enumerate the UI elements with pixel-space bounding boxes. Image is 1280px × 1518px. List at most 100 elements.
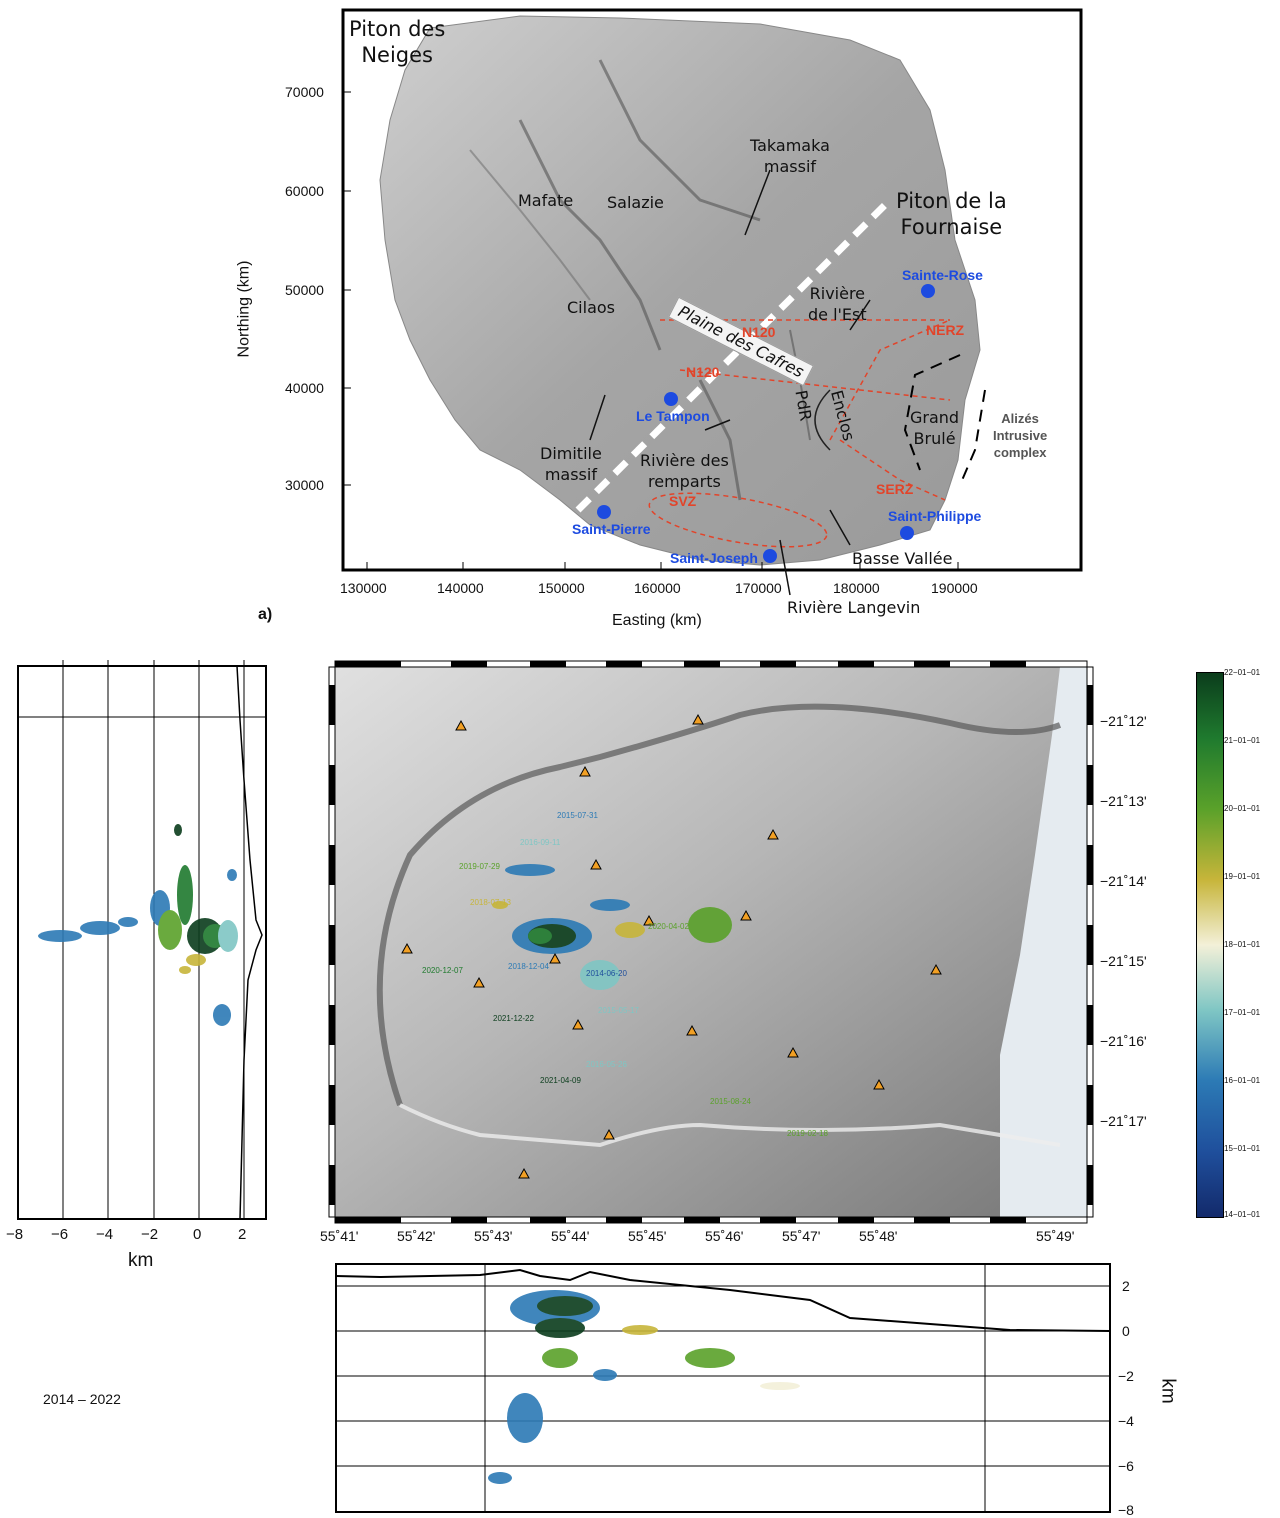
colorbar xyxy=(1196,672,1224,1218)
left-section-xtick: −2 xyxy=(141,1226,159,1243)
alizes-label: Alizés Intrusive complex xyxy=(993,411,1048,460)
eruption-date-label: 2021-12-22 xyxy=(493,1014,534,1023)
seismicity-map: 2015-07-31 2016-09-11 2019-07-29 2018-07… xyxy=(300,655,1130,1255)
eruption-date-label: 2018-12-04 xyxy=(508,962,549,971)
riviere-de-lest-label: Rivière de l'Est xyxy=(808,284,867,324)
rift-n120-label: N120 xyxy=(742,324,776,340)
piton-des-neiges-label: Piton des Neiges xyxy=(349,17,446,67)
left-section-xtick: −6 xyxy=(51,1226,69,1243)
eruption-date-label: 2016-05-26 xyxy=(586,1060,627,1069)
basse-vallee-label: Basse Vallée xyxy=(852,549,953,568)
riviere-des-remparts-label: Rivière des remparts xyxy=(640,451,729,491)
colorbar-tick: 14−01−01 xyxy=(1224,1210,1261,1219)
bottom-section-ytick: −4 xyxy=(1118,1413,1134,1429)
period-label: 2014 – 2022 xyxy=(43,1391,121,1407)
colorbar-tick: 16−01−01 xyxy=(1224,1076,1261,1085)
colorbar-tick: 18−01−01 xyxy=(1224,940,1261,949)
bottom-section-ytick: 2 xyxy=(1122,1278,1130,1294)
map-a-xtick: 170000 xyxy=(735,580,782,596)
bottom-section-ytick: −8 xyxy=(1118,1502,1134,1518)
le-tampon-label: Le Tampon xyxy=(636,408,710,424)
map-b-ytick: −21˚16' xyxy=(1100,1033,1147,1049)
map-b-xtick: 55˚41' xyxy=(320,1228,359,1244)
left-section-xtick: −8 xyxy=(6,1226,24,1243)
left-section-xtick: −4 xyxy=(96,1226,114,1243)
saint-pierre-label: Saint-Pierre xyxy=(572,521,651,537)
map-b-xtick: 55˚42' xyxy=(397,1228,436,1244)
map-a-ytick: 60000 xyxy=(285,183,324,199)
colorbar-tick: 22−01−01 xyxy=(1224,668,1261,677)
map-b-xtick: 55˚49' xyxy=(1036,1228,1075,1244)
map-a-xtick: 190000 xyxy=(931,580,978,596)
left-section-canvas xyxy=(17,660,267,1220)
map-a-xtick: 150000 xyxy=(538,580,585,596)
map-b-ytick: −21˚17' xyxy=(1100,1113,1147,1129)
map-a-xlabel: Easting (km) xyxy=(612,612,702,629)
colorbar-tick: 19−01−01 xyxy=(1224,872,1261,881)
left-section-xlabel: km xyxy=(128,1250,154,1271)
left-section-xtick: 0 xyxy=(193,1226,202,1243)
piton-de-la-fournaise-label: Piton de la Fournaise xyxy=(896,189,1007,239)
eruption-date-label: 2015-08-24 xyxy=(710,1097,751,1106)
colorbar-tick: 17−01−01 xyxy=(1224,1008,1261,1017)
salazie-label: Salazie xyxy=(607,193,664,212)
left-section-xtick: 2 xyxy=(238,1226,247,1243)
eruption-date-label: 2020-12-07 xyxy=(422,966,463,975)
eruption-date-label: 2020-04-02 xyxy=(648,922,689,931)
left-cross-section: −8 −6 −4 −2 0 2 km xyxy=(0,660,290,1280)
bottom-section-canvas xyxy=(335,1263,1111,1513)
rift-serz-label: SERZ xyxy=(876,481,914,497)
map-a-canvas xyxy=(341,8,1083,596)
map-a-xtick: 130000 xyxy=(340,580,387,596)
map-b-ytick: −21˚15' xyxy=(1100,953,1147,969)
cilaos-label: Cilaos xyxy=(567,298,615,317)
map-a-xtick: 140000 xyxy=(437,580,484,596)
riviere-langevin-label: Rivière Langevin xyxy=(787,598,921,617)
eruption-date-label: 2015-05-17 xyxy=(598,1006,639,1015)
bottom-section-ylabel: km xyxy=(1157,1378,1179,1404)
saint-philippe-marker xyxy=(900,526,914,540)
bottom-section-ytick: 0 xyxy=(1122,1323,1130,1339)
map-a-ylabel: Northing (km) xyxy=(235,260,253,358)
map-b-ytick: −21˚12' xyxy=(1100,713,1147,729)
map-b-ytick: −21˚14' xyxy=(1100,873,1147,889)
grand-brule-label: Grand Brulé xyxy=(910,408,960,448)
map-a-ytick: 50000 xyxy=(285,282,324,298)
sainte-rose-label: Sainte-Rose xyxy=(902,267,983,283)
rift-n120-label: N120 xyxy=(686,364,720,380)
reunion-island-shape xyxy=(379,15,981,566)
map-a-xtick: 160000 xyxy=(634,580,681,596)
eruption-date-label: 2018-07-13 xyxy=(470,898,511,907)
saint-joseph-label: Saint-Joseph xyxy=(670,550,758,566)
saint-pierre-marker xyxy=(597,505,611,519)
colorbar-tick: 20−01−01 xyxy=(1224,804,1261,813)
map-a-panel: 70000 60000 50000 40000 30000 130000 140… xyxy=(0,0,1280,640)
map-a-ytick: 30000 xyxy=(285,477,324,493)
sainte-rose-marker xyxy=(921,284,935,298)
eruption-date-label: 2016-09-11 xyxy=(520,838,561,847)
rift-svz-label: SVZ xyxy=(669,493,697,509)
eruption-date-label: 2014-06-20 xyxy=(586,969,627,978)
mafate-label: Mafate xyxy=(518,191,574,210)
map-b-xtick: 55˚46' xyxy=(705,1228,744,1244)
map-b-ytick: −21˚13' xyxy=(1100,793,1147,809)
map-a-ytick: 40000 xyxy=(285,380,324,396)
seismicity-map-canvas xyxy=(328,660,1094,1224)
saint-joseph-marker xyxy=(763,549,777,563)
saint-philippe-label: Saint-Philippe xyxy=(888,508,982,524)
takamaka-label: Takamaka massif xyxy=(750,136,830,176)
eruption-date-label: 2015-07-31 xyxy=(557,811,598,820)
map-b-xtick: 55˚47' xyxy=(782,1228,821,1244)
map-b-xtick: 55˚43' xyxy=(474,1228,513,1244)
map-b-xtick: 55˚45' xyxy=(628,1228,667,1244)
le-tampon-marker xyxy=(664,392,678,406)
map-b-xtick: 55˚44' xyxy=(551,1228,590,1244)
eruption-date-label: 2019-07-29 xyxy=(459,862,500,871)
map-a-xtick: 180000 xyxy=(833,580,880,596)
map-b-xtick: 55˚48' xyxy=(859,1228,898,1244)
dimitile-label: Dimitile massif xyxy=(540,444,602,484)
rift-nerz-label: NERZ xyxy=(926,322,965,338)
bottom-section-ytick: −6 xyxy=(1118,1458,1134,1474)
colorbar-tick: 15−01−01 xyxy=(1224,1144,1261,1153)
eruption-date-label: 2019-02-18 xyxy=(787,1129,828,1138)
